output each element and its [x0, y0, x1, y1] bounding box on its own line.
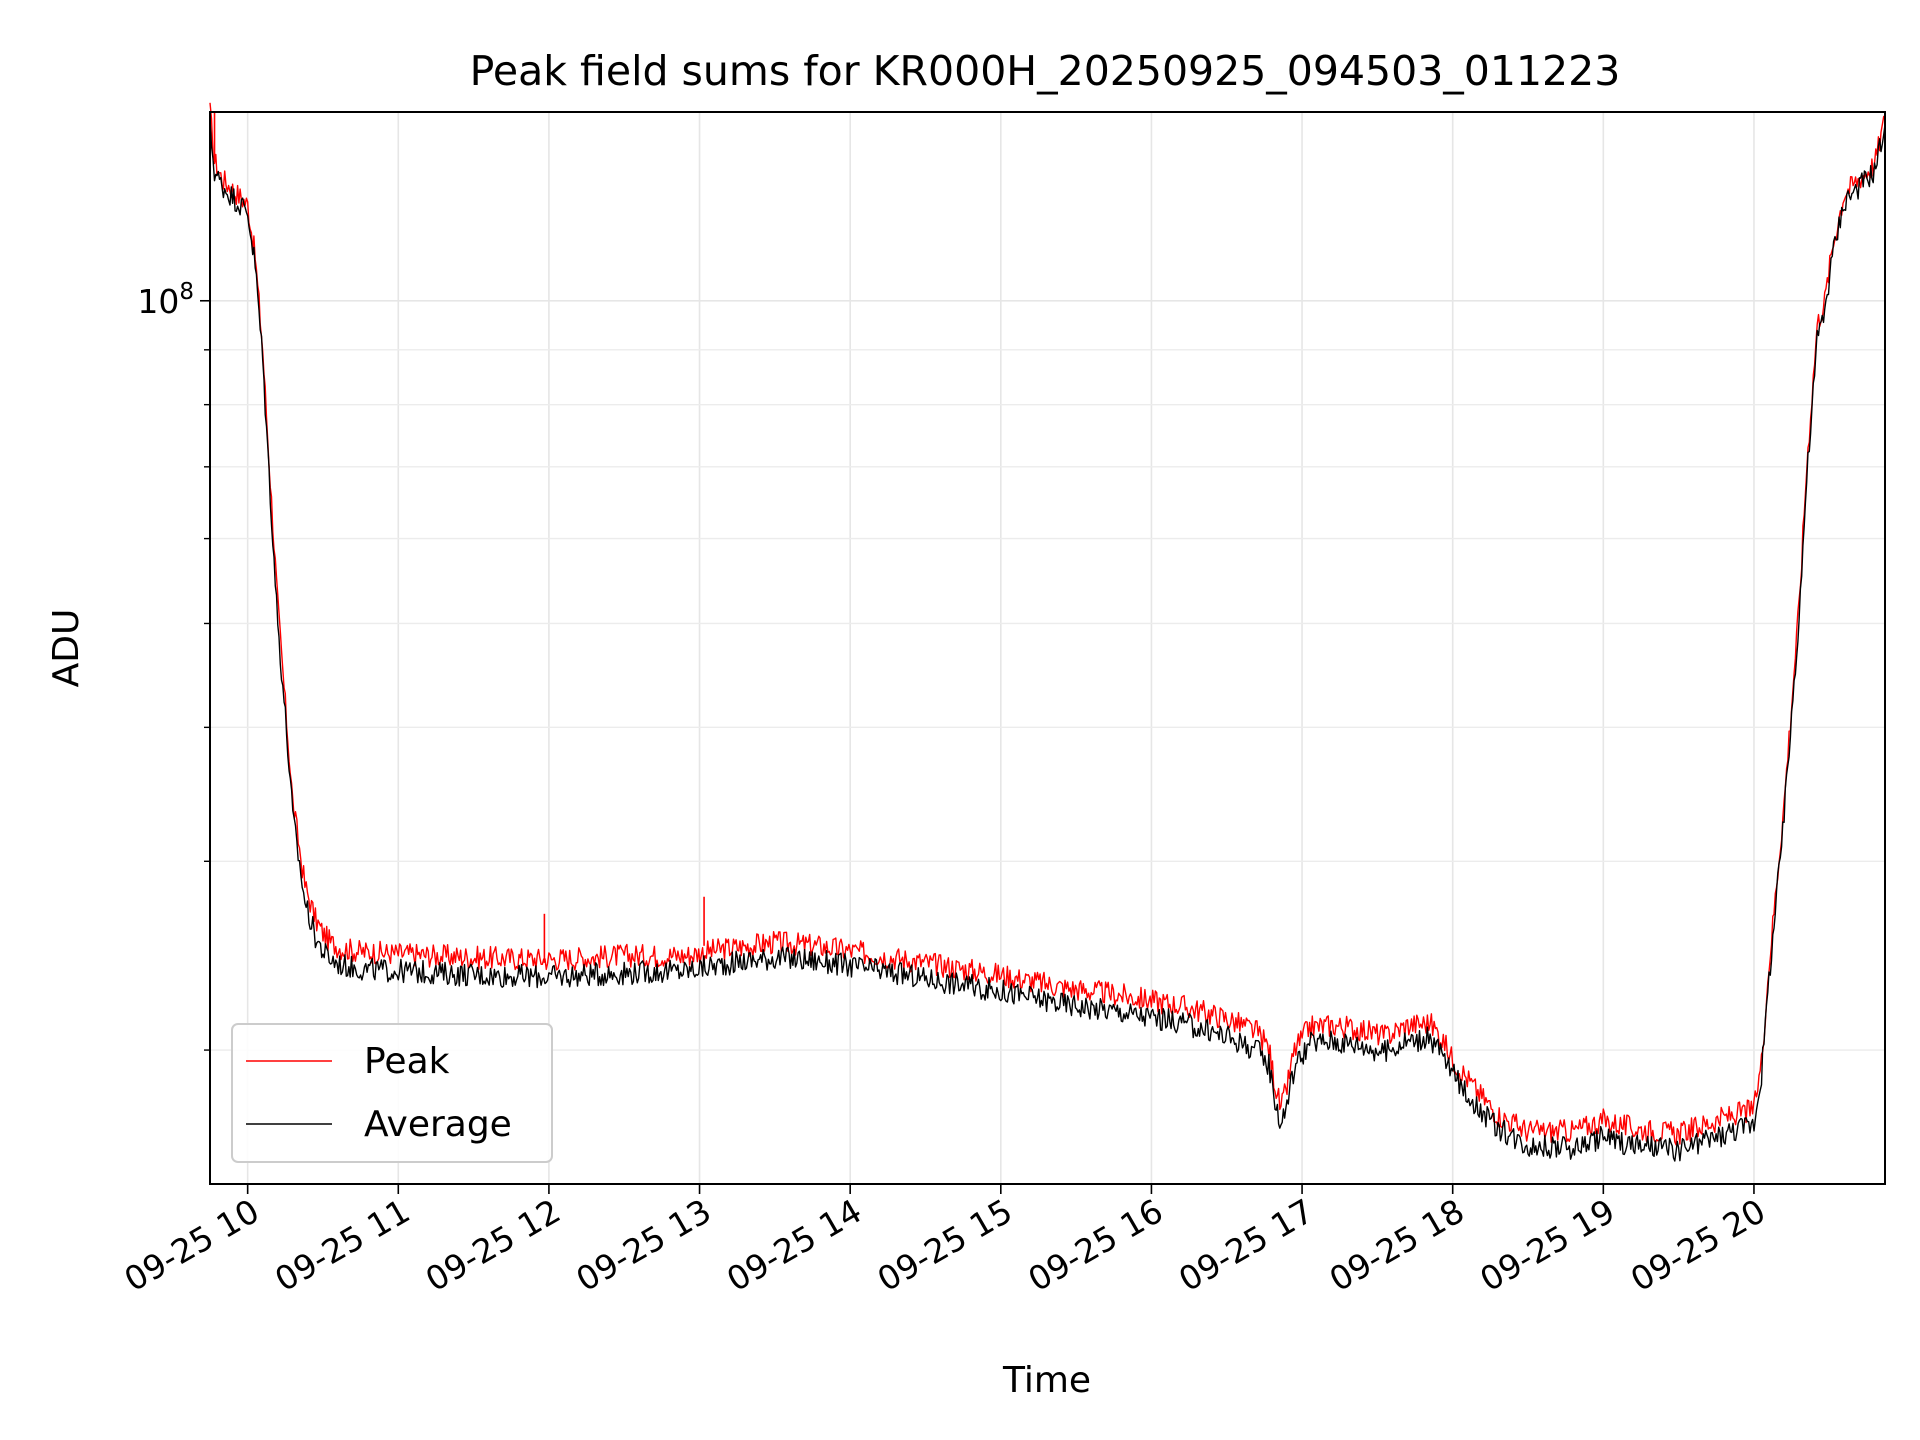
- x-axis-label: Time: [1002, 1360, 1091, 1401]
- plot-frame: [209, 111, 1886, 1185]
- series-line-peak: [209, 102, 1886, 1146]
- y-axis-label: ADU: [46, 609, 87, 688]
- grid: [210, 112, 1885, 1184]
- legend-label-peak: Peak: [364, 1041, 450, 1082]
- series-line-average: [209, 117, 1886, 1162]
- legend: Peak Average: [231, 1023, 553, 1163]
- legend-label-average: Average: [364, 1104, 512, 1145]
- series-layer: [209, 102, 1886, 1162]
- legend-box: [231, 1023, 553, 1163]
- y-tick-label: 108: [137, 279, 194, 321]
- chart-title: Peak field sums for KR000H_20250925_0945…: [470, 47, 1621, 95]
